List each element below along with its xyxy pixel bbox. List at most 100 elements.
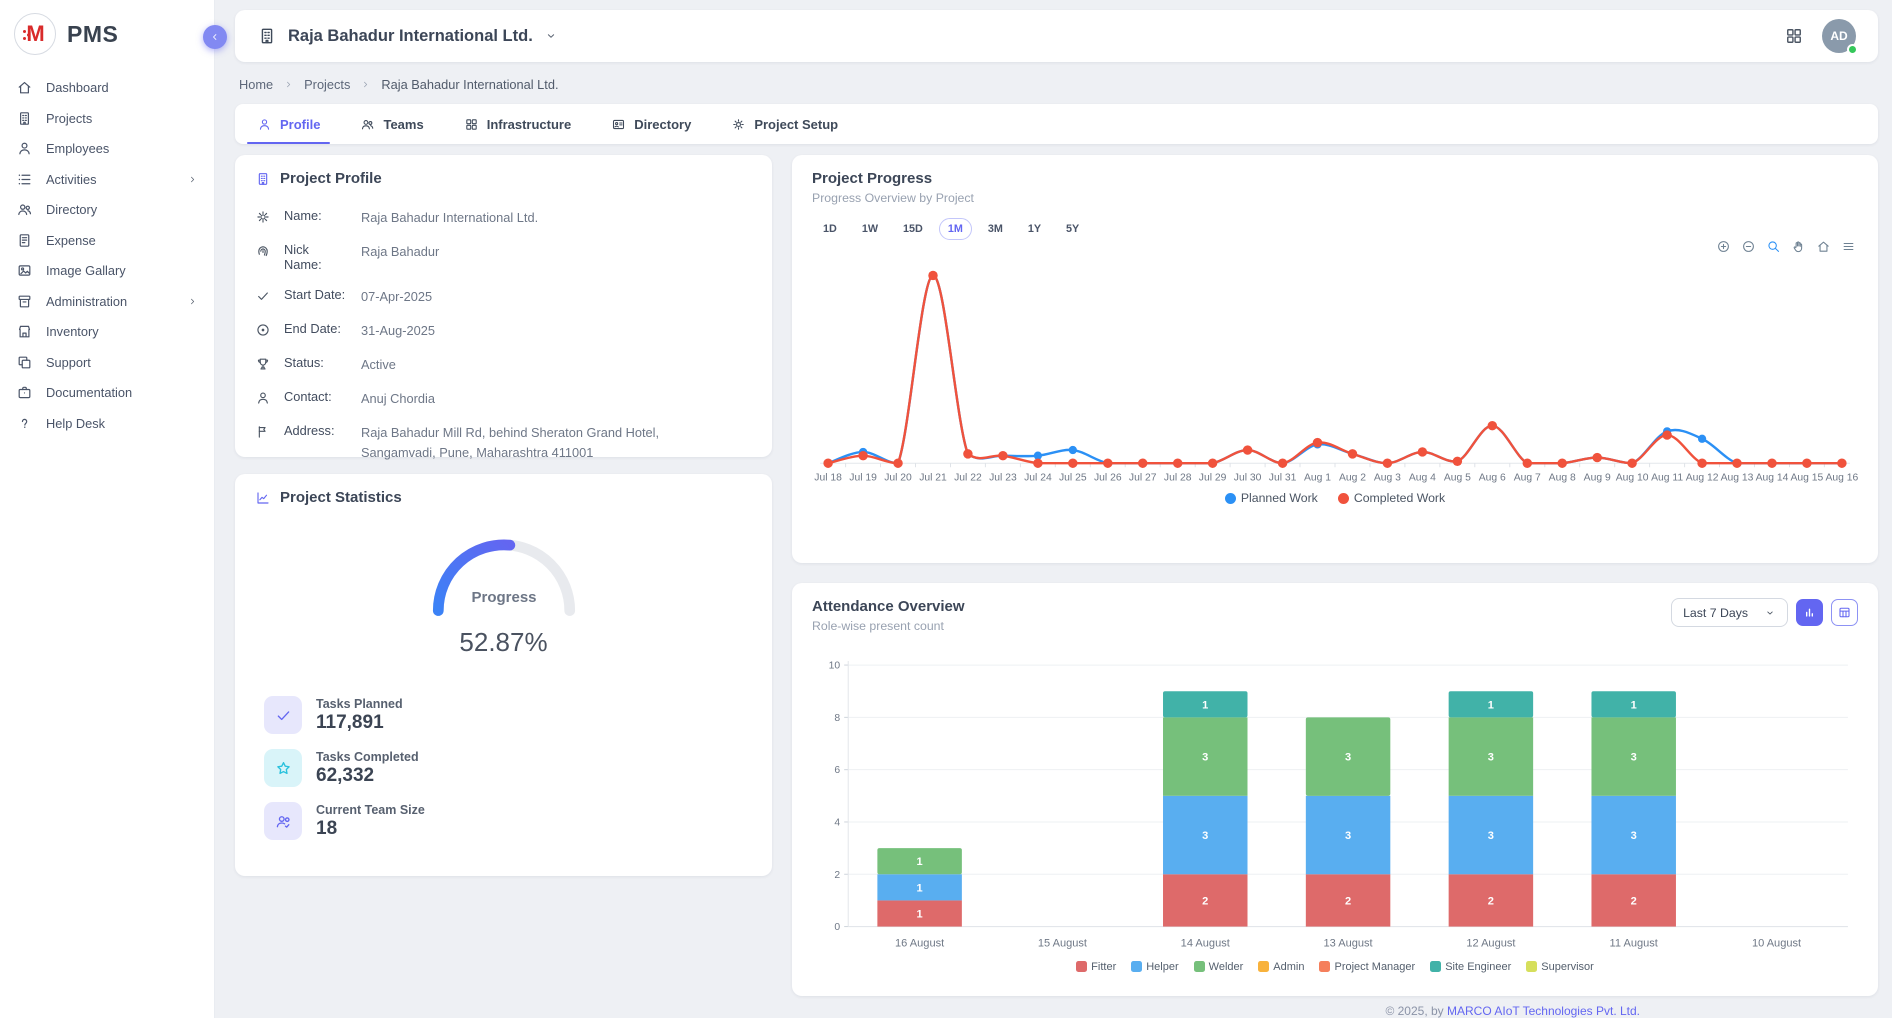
legend-item-admin[interactable]: Admin (1258, 961, 1304, 973)
legend-item-planned-work[interactable]: Planned Work (1225, 491, 1318, 505)
profile-field-label: Name: (284, 208, 348, 223)
legend-item-site-engineer[interactable]: Site Engineer (1430, 961, 1511, 973)
chart-view-button[interactable] (1796, 599, 1823, 626)
data-point-completed-work[interactable] (1278, 458, 1287, 467)
apps-grid-button[interactable] (1784, 26, 1804, 46)
range-button-1m[interactable]: 1M (939, 218, 972, 240)
profile-row-status: Status:Active (255, 348, 752, 382)
breadcrumb-item-raja-bahadur-international-ltd[interactable]: Raja Bahadur International Ltd. (381, 77, 558, 92)
tab-profile[interactable]: Profile (247, 104, 330, 144)
range-button-1y[interactable]: 1Y (1019, 218, 1050, 240)
data-point-planned-work[interactable] (1698, 435, 1706, 443)
zoom-out-button[interactable] (1741, 239, 1756, 254)
x-axis-label: Aug 7 (1514, 472, 1541, 483)
check-icon (255, 287, 271, 304)
data-point-completed-work[interactable] (1837, 458, 1846, 467)
data-point-completed-work[interactable] (1348, 449, 1357, 458)
data-point-completed-work[interactable] (1732, 458, 1741, 467)
project-progress-card: Project Progress Progress Overview by Pr… (792, 155, 1878, 563)
data-point-completed-work[interactable] (998, 451, 1007, 460)
sidebar-item-dashboard[interactable]: Dashboard (0, 73, 214, 102)
range-button-1d[interactable]: 1D (814, 218, 846, 240)
chevron-down-icon (544, 29, 558, 43)
company-link[interactable]: MARCO AIoT Technologies Pvt. Ltd. (1447, 1004, 1640, 1018)
data-point-completed-work[interactable] (1173, 458, 1182, 467)
sidebar-item-activities[interactable]: Activities (0, 165, 214, 194)
sidebar-item-label: Administration (46, 294, 127, 309)
legend-item-supervisor[interactable]: Supervisor (1526, 961, 1594, 973)
chart-menu-button[interactable] (1841, 239, 1856, 254)
data-point-completed-work[interactable] (1068, 458, 1077, 467)
sidebar-item-directory[interactable]: Directory (0, 195, 214, 224)
data-point-completed-work[interactable] (1383, 458, 1392, 467)
sidebar-item-projects[interactable]: Projects (0, 104, 214, 133)
sidebar-item-inventory[interactable]: Inventory (0, 317, 214, 346)
data-point-completed-work[interactable] (858, 451, 867, 460)
tab-infrastructure[interactable]: Infrastructure (454, 104, 582, 144)
user-avatar[interactable]: AD (1822, 19, 1856, 53)
table-view-button[interactable] (1831, 599, 1858, 626)
data-point-completed-work[interactable] (1033, 458, 1042, 467)
data-point-completed-work[interactable] (893, 458, 902, 467)
range-button-1w[interactable]: 1W (853, 218, 887, 240)
data-point-completed-work[interactable] (1243, 445, 1252, 454)
sidebar-collapse-button[interactable] (203, 25, 227, 49)
data-point-completed-work[interactable] (963, 449, 972, 458)
legend-item-project-manager[interactable]: Project Manager (1319, 961, 1415, 973)
breadcrumb-item-projects[interactable]: Projects (304, 77, 350, 92)
legend-item-completed-work[interactable]: Completed Work (1338, 491, 1445, 505)
sidebar: M PMS DashboardProjectsEmployeesActiviti… (0, 0, 215, 1018)
data-point-completed-work[interactable] (1138, 458, 1147, 467)
range-button-5y[interactable]: 5Y (1057, 218, 1088, 240)
right-column: Project Progress Progress Overview by Pr… (792, 155, 1878, 996)
data-point-completed-work[interactable] (1313, 438, 1322, 447)
date-range-select[interactable]: Last 7 Days (1671, 598, 1788, 627)
bar-value-label: 2 (1202, 895, 1208, 907)
data-point-completed-work[interactable] (823, 458, 832, 467)
sidebar-item-employees[interactable]: Employees (0, 134, 214, 163)
date-range-value: Last 7 Days (1683, 606, 1748, 620)
bar-chart-legend: Fitter Helper Welder Admin Project Manager Si… (812, 961, 1858, 973)
tab-project-setup[interactable]: Project Setup (721, 104, 848, 144)
legend-item-helper[interactable]: Helper (1131, 961, 1178, 973)
data-point-completed-work[interactable] (1802, 458, 1811, 467)
sidebar-item-help-desk[interactable]: Help Desk (0, 409, 214, 438)
main-content: Raja Bahadur International Ltd. AD Home P… (215, 0, 1892, 1018)
legend-item-welder[interactable]: Welder (1194, 961, 1244, 973)
data-point-completed-work[interactable] (1592, 453, 1601, 462)
sidebar-item-expense[interactable]: Expense (0, 226, 214, 255)
data-point-completed-work[interactable] (1488, 421, 1497, 430)
tab-teams[interactable]: Teams (350, 104, 433, 144)
data-point-completed-work[interactable] (1662, 430, 1671, 439)
sidebar-item-documentation[interactable]: Documentation (0, 378, 214, 407)
data-point-completed-work[interactable] (1523, 458, 1532, 467)
sidebar-item-label: Support (46, 355, 91, 370)
reset-zoom-button[interactable] (1816, 239, 1831, 254)
data-point-completed-work[interactable] (1557, 458, 1566, 467)
data-point-completed-work[interactable] (1627, 458, 1636, 467)
user-icon (16, 140, 33, 157)
breadcrumb-item-home[interactable]: Home (239, 77, 273, 92)
legend-item-fitter[interactable]: Fitter (1076, 961, 1116, 973)
sidebar-item-support[interactable]: Support (0, 348, 214, 377)
data-point-completed-work[interactable] (1103, 458, 1112, 467)
x-axis-label: Aug 5 (1444, 472, 1471, 483)
data-point-planned-work[interactable] (1069, 446, 1077, 454)
sidebar-item-image-gallary[interactable]: Image Gallary (0, 256, 214, 285)
selection-zoom-button[interactable] (1766, 239, 1781, 254)
data-point-completed-work[interactable] (1767, 458, 1776, 467)
zoom-in-button[interactable] (1716, 239, 1731, 254)
data-point-completed-work[interactable] (1418, 447, 1427, 456)
x-axis-label: Aug 6 (1479, 472, 1506, 483)
sidebar-item-administration[interactable]: Administration (0, 287, 214, 316)
legend-swatch (1319, 961, 1330, 972)
company-selector[interactable]: Raja Bahadur International Ltd. (257, 26, 558, 46)
range-button-15d[interactable]: 15D (894, 218, 932, 240)
panning-button[interactable] (1791, 239, 1806, 254)
data-point-completed-work[interactable] (1208, 458, 1217, 467)
data-point-completed-work[interactable] (928, 271, 937, 280)
data-point-completed-work[interactable] (1697, 458, 1706, 467)
tab-directory[interactable]: Directory (601, 104, 701, 144)
data-point-completed-work[interactable] (1453, 457, 1462, 466)
range-button-3m[interactable]: 3M (979, 218, 1012, 240)
